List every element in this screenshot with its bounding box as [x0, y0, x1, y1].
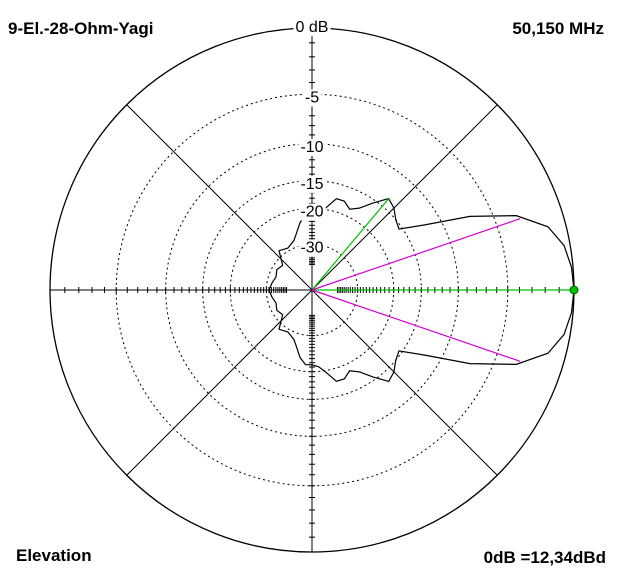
- direction-marker: [311, 218, 521, 291]
- ring-label-bg: [298, 239, 326, 257]
- ring-label-bg: [298, 138, 326, 156]
- ring-label-bg: [298, 203, 326, 221]
- ring-label: -15: [300, 176, 323, 193]
- plot: [268, 197, 579, 383]
- frequency: 50,150 MHz: [512, 19, 604, 38]
- labels: 0 dB -5 -10 -15 -20 -30: [293, 19, 331, 257]
- plane: Elevation: [16, 546, 92, 565]
- pattern: [268, 197, 575, 383]
- reference: 0dB =12,34dBd: [484, 548, 606, 567]
- ring-label: -30: [300, 240, 323, 257]
- chart-title: 9-El.-28-Ohm-Yagi: [8, 19, 153, 38]
- direction-marker: [311, 289, 521, 362]
- max-dot: [569, 285, 579, 295]
- ring-label-bg: [302, 89, 322, 107]
- ring-label-bg: [298, 175, 326, 193]
- ring-label: -5: [305, 89, 319, 106]
- direction-marker: [311, 197, 390, 291]
- ring-label: -20: [300, 204, 323, 221]
- ring-label-bg: [293, 19, 331, 37]
- ring-label: 0 dB: [296, 19, 329, 36]
- ring-label: -10: [300, 139, 323, 156]
